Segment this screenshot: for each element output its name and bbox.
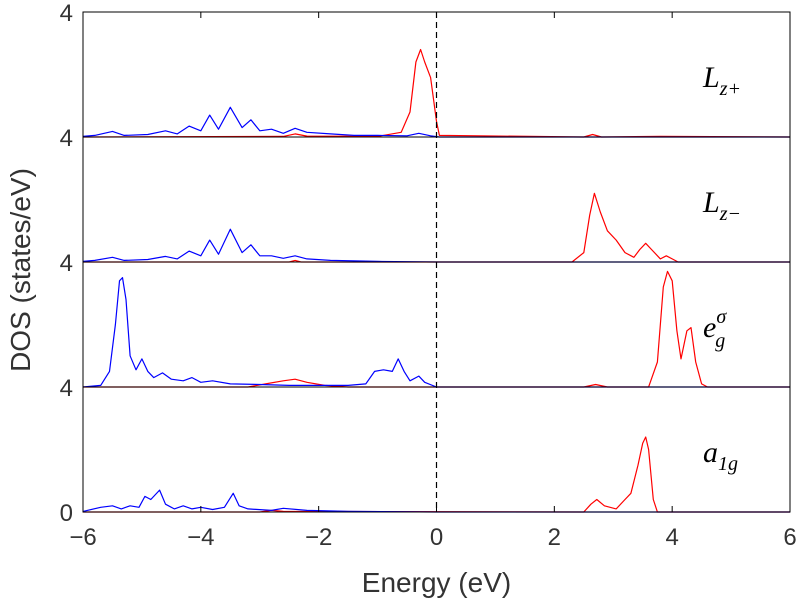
x-tick-label: −2	[305, 524, 332, 551]
panel-label: eσ g	[703, 306, 727, 352]
x-tick-label: 2	[548, 524, 561, 551]
red-dos-line	[83, 270, 790, 388]
dos-panel-2: Lz−	[82, 136, 790, 263]
panel-label: a1g	[703, 436, 738, 475]
blue-dos-line	[82, 106, 790, 138]
red-dos-line	[82, 48, 791, 138]
panels-layer: Lz+ Lz− eσ g a1g	[82, 48, 791, 513]
x-tick-label: 6	[783, 524, 796, 551]
x-axis-title: Energy (eV)	[362, 567, 511, 598]
x-tick-label: −4	[187, 524, 214, 551]
y-axis-ticks: 4 4 4 4 0	[60, 0, 89, 527]
x-tick-label: 0	[430, 524, 443, 551]
red-dos-line	[83, 436, 790, 513]
blue-dos-line	[82, 228, 790, 263]
panel-label-subscript: z+	[719, 78, 741, 100]
y-axis-title: DOS (states/eV)	[5, 168, 36, 372]
y-tick-label: 4	[60, 375, 73, 402]
panel-label: Lz+	[702, 61, 741, 100]
blue-dos-line	[82, 277, 790, 388]
x-tick-label: −6	[69, 524, 96, 551]
blue-dos-line	[82, 489, 790, 513]
x-axis-ticks: −6 −4 −2 0 2 4 6	[69, 12, 797, 551]
y-tick-label: 4	[60, 125, 73, 152]
y-tick-label: 4	[60, 250, 73, 277]
x-tick-label: 4	[665, 524, 678, 551]
panel-label-superscript: σ	[716, 306, 727, 328]
y-tick-label: 4	[60, 0, 73, 27]
panel-label-subscript: g	[715, 330, 725, 352]
panel-label-subscript: z−	[719, 203, 741, 225]
y-tick-label: 0	[60, 500, 73, 527]
panel-label: Lz−	[702, 186, 741, 225]
panel-label-subscript: 1g	[718, 453, 738, 475]
